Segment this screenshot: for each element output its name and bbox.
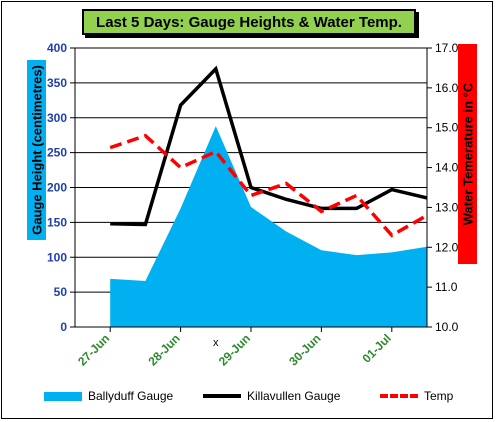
- legend-item-killavullen: Killavullen Gauge: [203, 384, 340, 408]
- y-tick-label: 200: [47, 181, 67, 195]
- x-marker-label: x: [213, 337, 219, 349]
- y-axis-right-label-box: Water Temerature in °C: [458, 44, 477, 264]
- legend: Ballyduff Gauge Killavullen Gauge Temp: [0, 384, 496, 408]
- area-layer: [110, 126, 427, 328]
- legend-swatch-area: [44, 391, 82, 401]
- y-tick-label: 50: [54, 285, 68, 299]
- y-tick-label: 0: [60, 320, 67, 334]
- x-tick-label: 30-Jun: [286, 331, 323, 368]
- y2-tick-label: 14.0: [435, 161, 459, 175]
- chart-title: Last 5 Days: Gauge Heights & Water Temp.: [82, 9, 416, 35]
- legend-label-temp: Temp: [424, 389, 454, 403]
- legend-label-killavullen: Killavullen Gauge: [247, 389, 341, 403]
- y-tick-label: 350: [47, 76, 67, 90]
- y2-tick-label: 13.0: [435, 200, 459, 214]
- legend-label-ballyduff: Ballyduff Gauge: [88, 389, 174, 403]
- y2-tick-label: 12.0: [435, 240, 459, 254]
- y-tick-label: 300: [47, 111, 67, 125]
- legend-swatch-dashed: [380, 394, 418, 398]
- legend-item-ballyduff: Ballyduff Gauge: [44, 384, 173, 408]
- y2-tick-label: 17.0: [435, 41, 459, 55]
- series-line-temp: [109, 133, 428, 238]
- legend-swatch-line: [203, 394, 241, 398]
- y-tick-label: 400: [47, 41, 67, 55]
- y-tick-label: 150: [47, 215, 67, 229]
- series-line-killavullen: [110, 65, 428, 227]
- axes-layer: [70, 47, 432, 332]
- x-tick-label: 28-Jun: [145, 331, 182, 368]
- y2-tick-label: 10.0: [435, 320, 459, 334]
- series-area-ballyduff: [110, 126, 427, 328]
- x-tick-label: 29-Jun: [216, 331, 253, 368]
- y2-tick-label: 15.0: [435, 121, 459, 135]
- y-tick-label: 100: [47, 250, 67, 264]
- legend-item-temp: Temp: [380, 384, 453, 408]
- y2-tick-label: 16.0: [435, 81, 459, 95]
- x-tick-label: 27-Jun: [75, 331, 112, 368]
- x-tick-label: 01-Jul: [359, 331, 393, 365]
- y-tick-label: 250: [47, 146, 67, 160]
- lines-layer: [109, 65, 428, 238]
- y2-tick-label: 11.0: [435, 280, 458, 294]
- y-axis-left-label-box: Gauge Height (centimetres): [27, 60, 46, 240]
